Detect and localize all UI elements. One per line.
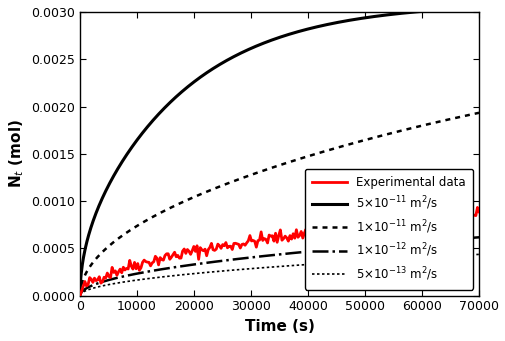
1$\times$10$^{-11}$ m$^2$/s	[77, 293, 83, 297]
1$\times$10$^{-12}$ m$^2$/s	[174, 265, 180, 269]
Line: Experimental data: Experimental data	[80, 207, 478, 296]
Line: 5$\times$10$^{-13}$ m$^2$/s: 5$\times$10$^{-13}$ m$^2$/s	[80, 254, 478, 295]
Experimental data	[352, 225, 358, 229]
5$\times$10$^{-13}$ m$^2$/s	[338, 260, 344, 264]
Line: 5$\times$10$^{-11}$ m$^2$/s: 5$\times$10$^{-11}$ m$^2$/s	[80, 8, 478, 294]
1$\times$10$^{-12}$ m$^2$/s	[387, 242, 393, 246]
Experimental data	[241, 243, 247, 247]
5$\times$10$^{-13}$ m$^2$/s	[387, 257, 393, 261]
5$\times$10$^{-11}$ m$^2$/s	[189, 81, 195, 85]
5$\times$10$^{-11}$ m$^2$/s	[475, 5, 481, 10]
5$\times$10$^{-13}$ m$^2$/s	[203, 270, 209, 275]
5$\times$10$^{-11}$ m$^2$/s	[436, 8, 442, 12]
Y-axis label: N$_t$ (mol): N$_t$ (mol)	[7, 119, 26, 188]
Experimental data	[411, 205, 417, 209]
1$\times$10$^{-12}$ m$^2$/s	[189, 263, 195, 267]
Experimental data	[237, 246, 243, 250]
1$\times$10$^{-11}$ m$^2$/s	[174, 202, 180, 206]
Experimental data	[475, 210, 481, 214]
Experimental data	[307, 230, 313, 234]
5$\times$10$^{-13}$ m$^2$/s	[77, 293, 83, 297]
5$\times$10$^{-13}$ m$^2$/s	[436, 254, 442, 258]
Experimental data	[142, 260, 148, 264]
5$\times$10$^{-13}$ m$^2$/s	[189, 272, 195, 276]
Line: 1$\times$10$^{-11}$ m$^2$/s: 1$\times$10$^{-11}$ m$^2$/s	[80, 113, 478, 295]
1$\times$10$^{-12}$ m$^2$/s	[338, 246, 344, 250]
X-axis label: Time (s): Time (s)	[244, 319, 314, 334]
1$\times$10$^{-11}$ m$^2$/s	[436, 119, 442, 123]
5$\times$10$^{-13}$ m$^2$/s	[174, 273, 180, 277]
Experimental data	[77, 294, 83, 298]
1$\times$10$^{-12}$ m$^2$/s	[475, 235, 481, 239]
5$\times$10$^{-11}$ m$^2$/s	[203, 71, 209, 75]
1$\times$10$^{-12}$ m$^2$/s	[77, 293, 83, 297]
1$\times$10$^{-11}$ m$^2$/s	[475, 111, 481, 115]
1$\times$10$^{-11}$ m$^2$/s	[338, 144, 344, 148]
5$\times$10$^{-11}$ m$^2$/s	[338, 19, 344, 24]
Legend: Experimental data, 5$\times$10$^{-11}$ m$^2$/s, 1$\times$10$^{-11}$ m$^2$/s, 1$\: Experimental data, 5$\times$10$^{-11}$ m…	[304, 168, 472, 290]
Experimental data	[461, 215, 467, 219]
1$\times$10$^{-11}$ m$^2$/s	[189, 196, 195, 200]
Line: 1$\times$10$^{-12}$ m$^2$/s: 1$\times$10$^{-12}$ m$^2$/s	[80, 237, 478, 295]
1$\times$10$^{-12}$ m$^2$/s	[436, 238, 442, 242]
5$\times$10$^{-13}$ m$^2$/s	[475, 252, 481, 256]
1$\times$10$^{-11}$ m$^2$/s	[203, 190, 209, 194]
5$\times$10$^{-11}$ m$^2$/s	[174, 93, 180, 98]
5$\times$10$^{-11}$ m$^2$/s	[387, 12, 393, 16]
1$\times$10$^{-11}$ m$^2$/s	[387, 131, 393, 135]
5$\times$10$^{-11}$ m$^2$/s	[77, 292, 83, 296]
1$\times$10$^{-12}$ m$^2$/s	[203, 261, 209, 265]
